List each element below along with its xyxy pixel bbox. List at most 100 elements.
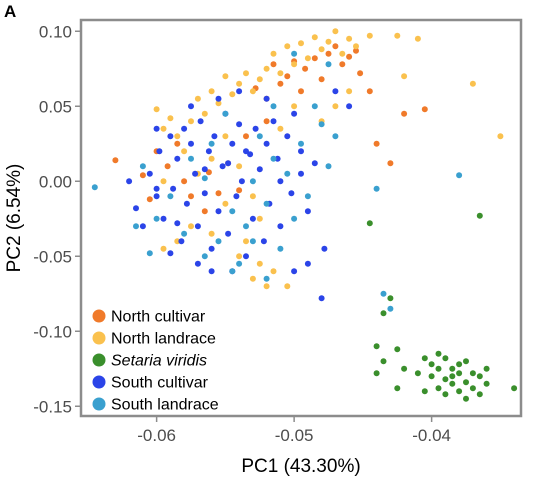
- point-series-1-17: [270, 50, 277, 57]
- point-series-4-36: [201, 175, 208, 182]
- point-series-4-24: [325, 163, 332, 170]
- point-series-1-14: [249, 88, 256, 95]
- legend-label: North cultivar: [111, 309, 206, 326]
- point-series-0-33: [201, 208, 208, 215]
- point-series-4-21: [304, 193, 311, 200]
- point-series-1-35: [401, 73, 408, 80]
- point-series-1-32: [414, 35, 421, 42]
- point-series-3-20: [215, 208, 222, 215]
- point-series-4-15: [263, 200, 270, 207]
- point-series-0-27: [373, 140, 380, 147]
- point-series-1-36: [222, 133, 229, 140]
- point-series-3-14: [194, 223, 201, 230]
- y-tick-label: 0.10: [39, 22, 72, 41]
- legend-key: [92, 353, 106, 367]
- point-series-3-9: [178, 238, 185, 245]
- point-series-3-0: [133, 205, 139, 212]
- point-series-0-17: [302, 65, 309, 72]
- point-series-3-27: [238, 178, 245, 185]
- point-series-0-14: [277, 80, 284, 87]
- point-series-3-56: [263, 95, 270, 102]
- y-axis-ticks: 0.10 0.05 0.00 -0.05 -0.10 -0.15: [33, 22, 80, 416]
- y-tick-label: 0.00: [39, 172, 72, 191]
- point-series-1-58: [332, 103, 339, 110]
- legend-label: Setaria viridis: [111, 353, 207, 370]
- point-series-0-21: [332, 43, 339, 50]
- point-series-2-28: [435, 365, 442, 372]
- point-series-0-22: [339, 61, 346, 68]
- point-series-3-23: [225, 230, 232, 237]
- point-series-3-31: [252, 125, 259, 132]
- point-series-1-0: [153, 106, 160, 113]
- point-series-4-34: [222, 110, 229, 117]
- point-series-1-40: [256, 215, 263, 222]
- point-series-4-17: [277, 245, 284, 252]
- point-series-1-15: [256, 76, 263, 83]
- point-series-1-27: [339, 50, 346, 57]
- point-series-4-7: [201, 253, 208, 260]
- point-series-4-5: [181, 230, 188, 237]
- point-series-2-5: [394, 346, 401, 353]
- point-series-2-16: [463, 358, 469, 365]
- point-series-1-20: [291, 61, 298, 68]
- point-series-1-29: [353, 43, 359, 50]
- point-series-4-13: [249, 178, 256, 185]
- point-series-1-23: [311, 34, 318, 41]
- point-series-1-54: [277, 125, 284, 132]
- point-series-2-22: [449, 380, 456, 387]
- point-series-3-6: [167, 133, 174, 140]
- point-series-4-6: [188, 155, 194, 162]
- point-series-0-19: [318, 76, 325, 83]
- point-series-0-10: [243, 133, 249, 140]
- point-series-1-3: [174, 133, 181, 140]
- point-series-1-12: [236, 80, 243, 87]
- point-series-3-37: [274, 155, 281, 162]
- point-series-4-35: [139, 163, 146, 170]
- point-series-1-6: [194, 95, 201, 102]
- point-series-3-62: [201, 166, 208, 173]
- point-series-1-52: [160, 178, 167, 185]
- point-series-1-28: [346, 35, 353, 42]
- point-series-3-5: [160, 215, 167, 222]
- point-series-0-13: [270, 61, 277, 68]
- point-series-0-0: [112, 157, 119, 164]
- point-series-4-23: [318, 121, 325, 128]
- y-axis-title: PC2 (6.54%): [4, 164, 25, 273]
- point-series-3-55: [236, 88, 243, 95]
- point-series-3-18: [208, 245, 215, 252]
- point-series-3-30: [249, 215, 256, 222]
- point-series-1-10: [222, 73, 229, 80]
- point-series-2-32: [511, 385, 518, 392]
- point-series-0-20: [325, 50, 332, 57]
- point-series-1-24: [318, 46, 325, 53]
- point-series-0-30: [421, 106, 428, 113]
- x-tick-label: -0.06: [137, 426, 176, 445]
- point-series-3-8: [174, 155, 181, 162]
- point-series-1-25: [325, 38, 332, 45]
- x-axis-title: PC1 (43.30%): [241, 456, 360, 477]
- point-series-3-61: [174, 220, 181, 227]
- point-series-0-7: [215, 190, 222, 197]
- point-series-2-18: [476, 373, 483, 380]
- point-series-3-34: [263, 140, 270, 147]
- point-series-1-39: [249, 193, 256, 200]
- point-series-0-3: [164, 163, 171, 170]
- point-series-3-13: [192, 170, 199, 177]
- point-series-2-17: [469, 370, 476, 377]
- point-series-2-33: [442, 376, 449, 383]
- point-series-3-44: [311, 160, 318, 167]
- point-series-2-10: [421, 355, 428, 362]
- point-series-4-8: [208, 140, 215, 147]
- legend-label: North landrace: [111, 331, 216, 348]
- point-series-2-31: [463, 395, 469, 402]
- point-series-3-60: [153, 185, 160, 192]
- legend-key: [92, 397, 106, 411]
- point-series-1-11: [229, 91, 236, 98]
- point-series-0-31: [263, 118, 270, 125]
- point-series-1-18: [277, 70, 284, 77]
- y-tick-label: -0.10: [33, 322, 72, 341]
- point-series-3-52: [167, 250, 174, 257]
- point-series-2-24: [463, 379, 469, 386]
- point-series-3-54: [188, 103, 194, 110]
